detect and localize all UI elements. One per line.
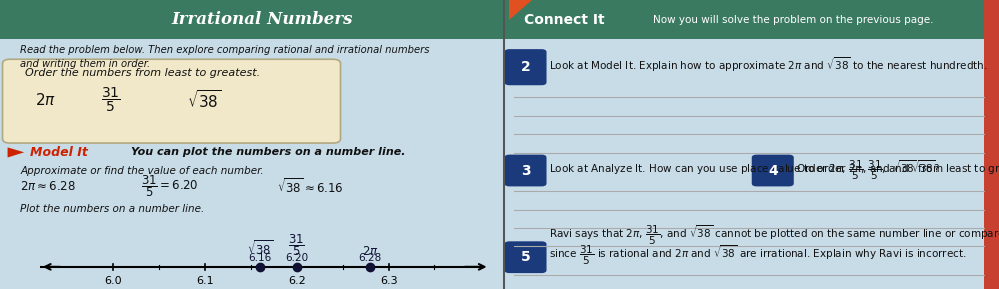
Text: Look at Analyze It. How can you use place value to order $2\pi$, $\dfrac{31}{5}$: Look at Analyze It. How can you use plac… [549,159,940,182]
Text: $\sqrt{38}$: $\sqrt{38}$ [247,239,274,258]
Text: Order $2\pi$, $\dfrac{31}{5}$, and $\sqrt{38}$ from least to greatest.: Order $2\pi$, $\dfrac{31}{5}$, and $\sqr… [796,159,999,182]
Text: 6.28: 6.28 [359,253,382,263]
Text: $2\pi$: $2\pi$ [362,245,379,258]
Polygon shape [8,147,24,158]
FancyBboxPatch shape [504,241,546,273]
Text: Look at Model It. Explain how to approximate $2\pi$ and $\sqrt{38}$ to the neare: Look at Model It. Explain how to approxi… [549,56,987,74]
Text: Read the problem below. Then explore comparing rational and irrational numbers
a: Read the problem below. Then explore com… [20,45,430,69]
Text: $\sqrt{38}$: $\sqrt{38}$ [187,89,221,111]
FancyBboxPatch shape [504,155,546,186]
Text: 6.20: 6.20 [286,253,309,263]
Bar [984,0,999,289]
Text: 3: 3 [520,164,530,177]
Text: $2\pi \approx 6.28$: $2\pi \approx 6.28$ [20,180,76,193]
Text: Plot the numbers on a number line.: Plot the numbers on a number line. [20,204,205,214]
Text: Irrational Numbers: Irrational Numbers [172,11,353,28]
Text: 6.1: 6.1 [196,276,214,286]
Text: Order the numbers from least to greatest.: Order the numbers from least to greatest… [25,68,261,78]
Text: $2\pi$: $2\pi$ [35,92,56,108]
Text: $\sqrt{38} \approx 6.16$: $\sqrt{38} \approx 6.16$ [278,177,344,196]
Text: 5: 5 [520,250,530,264]
Text: $\dfrac{31}{5}$: $\dfrac{31}{5}$ [101,86,121,114]
Bar [0,0,504,39]
Text: You can plot the numbers on a number line.: You can plot the numbers on a number lin… [131,147,406,157]
Text: 4: 4 [768,164,778,177]
Text: 6.2: 6.2 [288,276,306,286]
Text: Connect It: Connect It [524,13,605,27]
FancyBboxPatch shape [751,155,794,186]
FancyBboxPatch shape [3,59,341,143]
Text: Model It: Model It [30,146,88,159]
FancyBboxPatch shape [504,49,546,85]
Text: 6.3: 6.3 [380,276,398,286]
Bar [504,0,999,39]
Polygon shape [509,0,531,20]
Text: Now you will solve the problem on the previous page.: Now you will solve the problem on the pr… [653,15,933,25]
Text: 6.16: 6.16 [249,253,272,263]
Text: $\dfrac{31}{5}$: $\dfrac{31}{5}$ [289,232,306,258]
Text: $\dfrac{31}{5} = 6.20$: $\dfrac{31}{5} = 6.20$ [141,174,199,199]
Text: 2: 2 [520,60,530,74]
Text: Ravi says that $2\pi$, $\dfrac{31}{5}$, and $\sqrt{38}$ cannot be plotted on the: Ravi says that $2\pi$, $\dfrac{31}{5}$, … [549,224,999,247]
Text: 6.0: 6.0 [105,276,122,286]
Text: Approximate or find the value of each number.: Approximate or find the value of each nu… [20,166,264,176]
Text: since $\dfrac{31}{5}$ is rational and $2\pi$ and $\sqrt{38}$ are irrational. Exp: since $\dfrac{31}{5}$ is rational and $2… [549,244,966,267]
